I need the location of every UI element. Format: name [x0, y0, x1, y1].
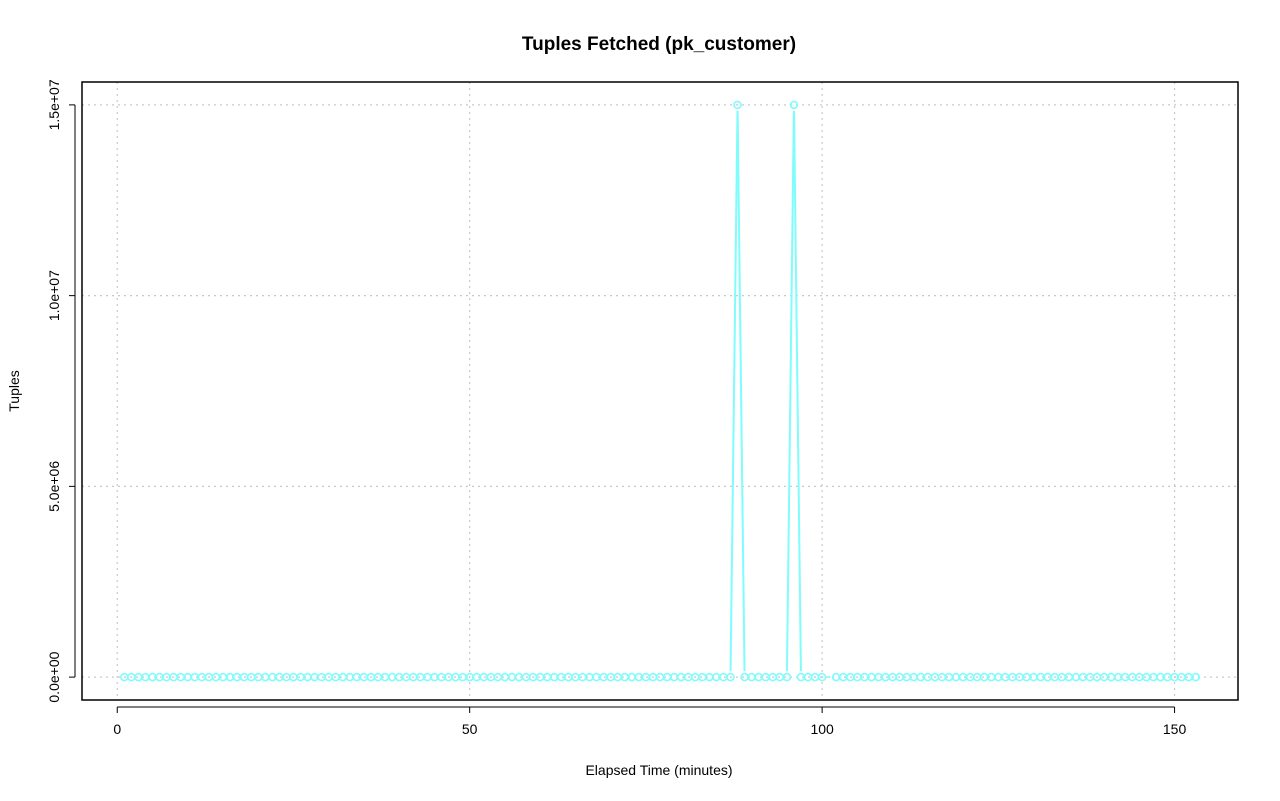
- data-point: [317, 672, 326, 682]
- series-line-segment: [785, 110, 795, 672]
- data-point: [860, 672, 869, 682]
- x-tick-label: 50: [462, 721, 478, 737]
- y-axis-label: Tuples: [6, 370, 22, 412]
- series-line-segment: [729, 110, 739, 672]
- data-point: [726, 672, 735, 682]
- data-point: [782, 672, 792, 682]
- data-series: [119, 100, 1201, 682]
- data-point: [1099, 672, 1109, 682]
- data-point: [416, 672, 425, 682]
- data-point: [1085, 672, 1095, 682]
- x-tick-label: 100: [810, 721, 834, 737]
- data-point: [1142, 672, 1151, 682]
- data-point: [197, 672, 207, 682]
- data-point: [733, 100, 742, 110]
- data-point: [599, 672, 608, 682]
- data-point: [923, 672, 933, 682]
- data-point: [373, 672, 383, 682]
- data-point: [253, 672, 263, 682]
- data-point: [881, 672, 890, 682]
- chart-title: Tuples Fetched (pk_customer): [522, 34, 796, 55]
- data-point: [134, 672, 143, 682]
- data-point: [789, 100, 799, 110]
- series-line-segment: [736, 110, 746, 672]
- data-point: [535, 672, 545, 682]
- data-point: [359, 672, 369, 682]
- axes: 0 50 100 150 0.0e+00 5.0e+06 1.0e+07 1.5e+07: [46, 79, 1186, 737]
- data-point: [1043, 672, 1052, 682]
- grid: [82, 82, 1238, 700]
- series-line-segment: [793, 110, 802, 672]
- data-point: [697, 672, 707, 682]
- data-point: [479, 672, 489, 682]
- x-axis-label: Elapsed Time (minutes): [585, 762, 732, 778]
- data-point: [641, 672, 651, 682]
- y-tick-label: 0.0e+00: [46, 651, 62, 702]
- plot-frame: [81, 81, 1239, 701]
- data-point: [979, 672, 989, 682]
- y-tick-label: 5.0e+06: [46, 461, 62, 512]
- x-tick-label: 150: [1163, 721, 1187, 737]
- y-tick-label: 1.5e+07: [46, 79, 62, 130]
- data-point: [1191, 672, 1201, 682]
- y-tick-label: 1.0e+07: [46, 270, 62, 321]
- x-tick-label: 0: [113, 721, 121, 737]
- data-point: [817, 672, 827, 682]
- data-point: [761, 672, 771, 682]
